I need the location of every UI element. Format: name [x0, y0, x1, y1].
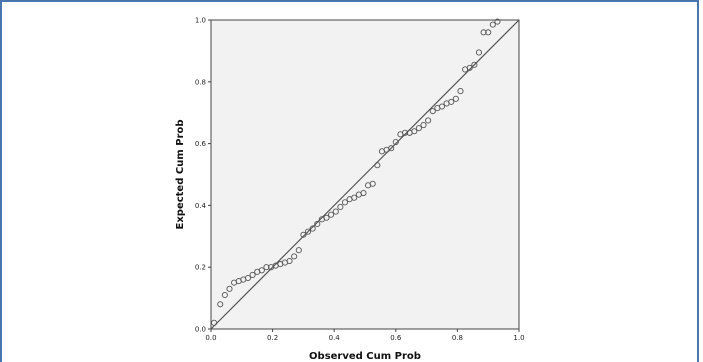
y-tick-label: 0.4: [195, 202, 207, 210]
data-point: [415, 125, 422, 132]
data-point: [420, 122, 427, 129]
data-point: [448, 98, 455, 105]
data-point: [485, 29, 492, 36]
data-point: [332, 208, 339, 215]
data-point: [328, 211, 335, 218]
data-point: [295, 247, 302, 254]
data-point: [489, 21, 496, 28]
data-point: [452, 95, 459, 102]
data-point: [480, 29, 487, 36]
x-tick-label: 0.6: [390, 334, 402, 342]
data-point: [263, 264, 270, 271]
x-axis: 0.0 0.2 0.4 0.6 0.8 1.0: [205, 329, 525, 342]
data-point: [323, 214, 330, 221]
y-axis: 0.0 0.2 0.4 0.6 0.8 1.0: [195, 17, 211, 334]
x-tick-label: 0.0: [205, 334, 216, 342]
data-point: [429, 108, 436, 115]
y-tick-label: 0.6: [195, 140, 207, 148]
data-point: [392, 139, 399, 146]
data-point: [309, 225, 316, 232]
data-point: [249, 271, 256, 278]
data-point: [337, 203, 344, 210]
data-point: [388, 145, 395, 152]
data-point: [244, 274, 252, 282]
y-tick-label: 0.2: [195, 264, 206, 272]
data-points: [211, 18, 501, 326]
data-point: [286, 257, 293, 265]
data-point: [300, 231, 307, 238]
x-axis-title: Observed Cum Prob: [309, 351, 421, 362]
data-point: [314, 220, 321, 227]
data-point: [258, 267, 265, 274]
y-tick-label: 0.0: [195, 326, 206, 334]
y-axis-title: Expected Cum Prob: [175, 120, 186, 230]
data-point: [401, 129, 409, 136]
data-point: [221, 291, 228, 299]
data-point: [211, 319, 218, 326]
data-point: [494, 18, 501, 25]
data-point: [438, 103, 446, 110]
reference-line: [210, 19, 520, 330]
data-point: [466, 64, 473, 71]
data-point: [351, 194, 358, 201]
data-point: [475, 49, 483, 56]
data-point: [304, 228, 312, 235]
y-tick-label: 0.8: [195, 78, 206, 86]
data-point: [360, 189, 367, 197]
data-point: [471, 61, 478, 68]
data-point: [374, 162, 381, 169]
data-point: [369, 180, 376, 187]
data-point: [425, 117, 432, 124]
x-tick-label: 0.4: [329, 334, 341, 342]
data-point: [226, 285, 233, 292]
x-tick-label: 0.8: [452, 334, 463, 342]
data-point: [341, 199, 349, 206]
data-point: [217, 301, 224, 308]
data-point: [411, 128, 418, 135]
x-tick-label: 0.2: [267, 334, 278, 342]
data-point: [291, 253, 298, 260]
y-tick-label: 1.0: [195, 17, 206, 25]
data-point: [457, 88, 464, 95]
x-tick-label: 1.0: [513, 334, 524, 342]
